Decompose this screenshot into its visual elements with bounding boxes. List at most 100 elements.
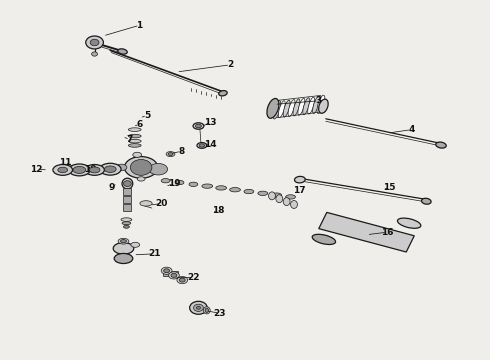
- Text: 4: 4: [408, 125, 415, 134]
- Ellipse shape: [318, 99, 328, 113]
- Text: 20: 20: [155, 199, 168, 208]
- Text: 2: 2: [227, 60, 233, 69]
- Ellipse shape: [116, 164, 127, 171]
- Ellipse shape: [273, 101, 281, 119]
- Ellipse shape: [283, 198, 290, 206]
- Circle shape: [90, 39, 99, 46]
- Ellipse shape: [166, 152, 175, 157]
- Text: 10: 10: [84, 165, 97, 174]
- Ellipse shape: [203, 307, 210, 314]
- Ellipse shape: [196, 124, 201, 128]
- Ellipse shape: [149, 163, 168, 175]
- Circle shape: [86, 36, 103, 49]
- Ellipse shape: [189, 182, 198, 186]
- Ellipse shape: [128, 144, 141, 147]
- Ellipse shape: [131, 242, 140, 247]
- Ellipse shape: [286, 195, 295, 199]
- Ellipse shape: [161, 267, 172, 274]
- Ellipse shape: [168, 153, 173, 156]
- Bar: [123, 196, 131, 203]
- Bar: [163, 271, 178, 276]
- Ellipse shape: [128, 139, 141, 143]
- Circle shape: [196, 306, 200, 309]
- Text: 22: 22: [187, 273, 200, 282]
- Ellipse shape: [219, 91, 227, 96]
- Circle shape: [92, 52, 98, 56]
- Ellipse shape: [69, 164, 90, 176]
- Ellipse shape: [85, 165, 104, 175]
- Text: 12: 12: [30, 165, 43, 174]
- Ellipse shape: [122, 222, 131, 225]
- Ellipse shape: [436, 142, 446, 148]
- Ellipse shape: [269, 192, 275, 200]
- Ellipse shape: [133, 152, 142, 157]
- Ellipse shape: [397, 218, 421, 228]
- Ellipse shape: [121, 240, 126, 243]
- Ellipse shape: [140, 201, 152, 206]
- Ellipse shape: [137, 177, 145, 181]
- Ellipse shape: [308, 97, 315, 114]
- Ellipse shape: [128, 134, 141, 138]
- Ellipse shape: [291, 201, 297, 208]
- Text: 18: 18: [212, 206, 224, 215]
- Ellipse shape: [175, 180, 184, 185]
- Ellipse shape: [197, 143, 207, 148]
- Text: 6: 6: [137, 120, 143, 129]
- Ellipse shape: [283, 100, 290, 117]
- Text: 9: 9: [108, 183, 115, 192]
- Ellipse shape: [99, 163, 121, 175]
- Text: 7: 7: [126, 135, 133, 144]
- Ellipse shape: [104, 166, 116, 172]
- Ellipse shape: [177, 276, 188, 284]
- Text: 3: 3: [316, 96, 321, 105]
- Ellipse shape: [171, 274, 177, 278]
- Bar: [123, 204, 131, 211]
- Ellipse shape: [199, 144, 205, 147]
- Ellipse shape: [118, 49, 127, 54]
- Text: 21: 21: [148, 249, 161, 258]
- Ellipse shape: [202, 184, 213, 188]
- Ellipse shape: [73, 166, 86, 174]
- Ellipse shape: [161, 179, 170, 183]
- Ellipse shape: [179, 278, 185, 282]
- Text: 16: 16: [381, 228, 393, 237]
- Text: 19: 19: [168, 179, 180, 188]
- Ellipse shape: [421, 198, 431, 204]
- Ellipse shape: [124, 157, 158, 178]
- Ellipse shape: [128, 128, 141, 131]
- Text: 13: 13: [204, 118, 217, 127]
- Text: 11: 11: [59, 158, 72, 166]
- Ellipse shape: [53, 165, 73, 175]
- Circle shape: [123, 181, 131, 186]
- Ellipse shape: [293, 99, 300, 116]
- Ellipse shape: [205, 308, 209, 312]
- Ellipse shape: [114, 253, 133, 264]
- Circle shape: [190, 301, 207, 314]
- Ellipse shape: [122, 178, 133, 189]
- Ellipse shape: [294, 176, 305, 183]
- Ellipse shape: [303, 98, 310, 114]
- Ellipse shape: [298, 98, 305, 115]
- Ellipse shape: [312, 234, 336, 244]
- Ellipse shape: [272, 193, 282, 197]
- Text: 8: 8: [178, 147, 184, 156]
- Bar: [123, 188, 131, 195]
- Ellipse shape: [58, 167, 68, 173]
- Text: 17: 17: [293, 186, 305, 195]
- Text: 1: 1: [137, 21, 143, 30]
- Ellipse shape: [317, 95, 325, 113]
- Ellipse shape: [216, 186, 226, 190]
- Ellipse shape: [288, 100, 295, 116]
- Ellipse shape: [276, 195, 283, 203]
- Ellipse shape: [169, 272, 179, 279]
- Ellipse shape: [89, 167, 100, 173]
- Ellipse shape: [278, 101, 285, 118]
- Bar: [319, 212, 414, 252]
- Circle shape: [194, 304, 203, 311]
- Text: 15: 15: [383, 183, 396, 192]
- Ellipse shape: [118, 238, 129, 244]
- Ellipse shape: [121, 218, 132, 221]
- Ellipse shape: [230, 188, 241, 192]
- Ellipse shape: [267, 99, 279, 118]
- Text: 14: 14: [204, 140, 217, 149]
